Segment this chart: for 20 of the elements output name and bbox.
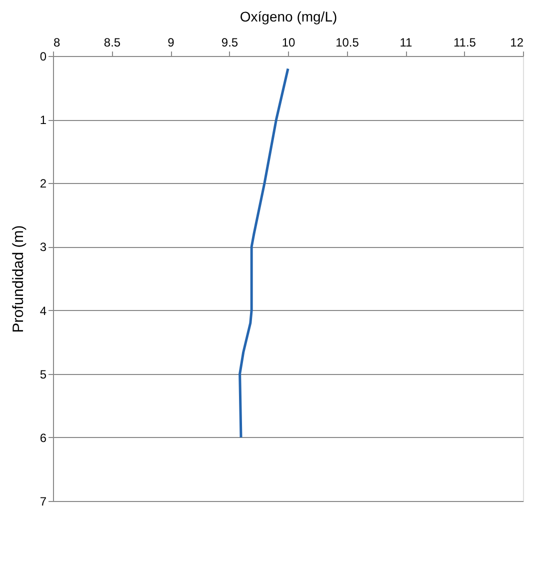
y-tick-label: 0 [40, 50, 47, 64]
x-tick-label: 8.5 [104, 36, 121, 50]
x-axis-title: Oxígeno (mg/L) [240, 8, 338, 24]
x-tick-label: 11.5 [454, 36, 476, 50]
x-tick-label: 9 [168, 36, 175, 50]
y-tick-label: 2 [40, 176, 47, 191]
x-tick-label: 9.5 [221, 36, 238, 50]
y-tick-label: 1 [40, 113, 47, 128]
y-axis-title: Profundidad (m) [10, 225, 27, 333]
x-tick-label: 12 [510, 36, 524, 50]
y-tick-label: 4 [40, 304, 47, 318]
y-tick-label: 5 [40, 367, 47, 382]
y-tick-label: 3 [40, 240, 47, 254]
y-tick-label: 6 [40, 430, 47, 445]
x-tick-label: 11 [400, 36, 413, 50]
y-tick-label: 7 [40, 494, 47, 508]
x-tick-label: 10.5 [336, 36, 360, 50]
x-tick-label: 8 [54, 36, 60, 50]
line-series [238, 67, 290, 439]
x-tick-label: 10 [282, 36, 296, 50]
